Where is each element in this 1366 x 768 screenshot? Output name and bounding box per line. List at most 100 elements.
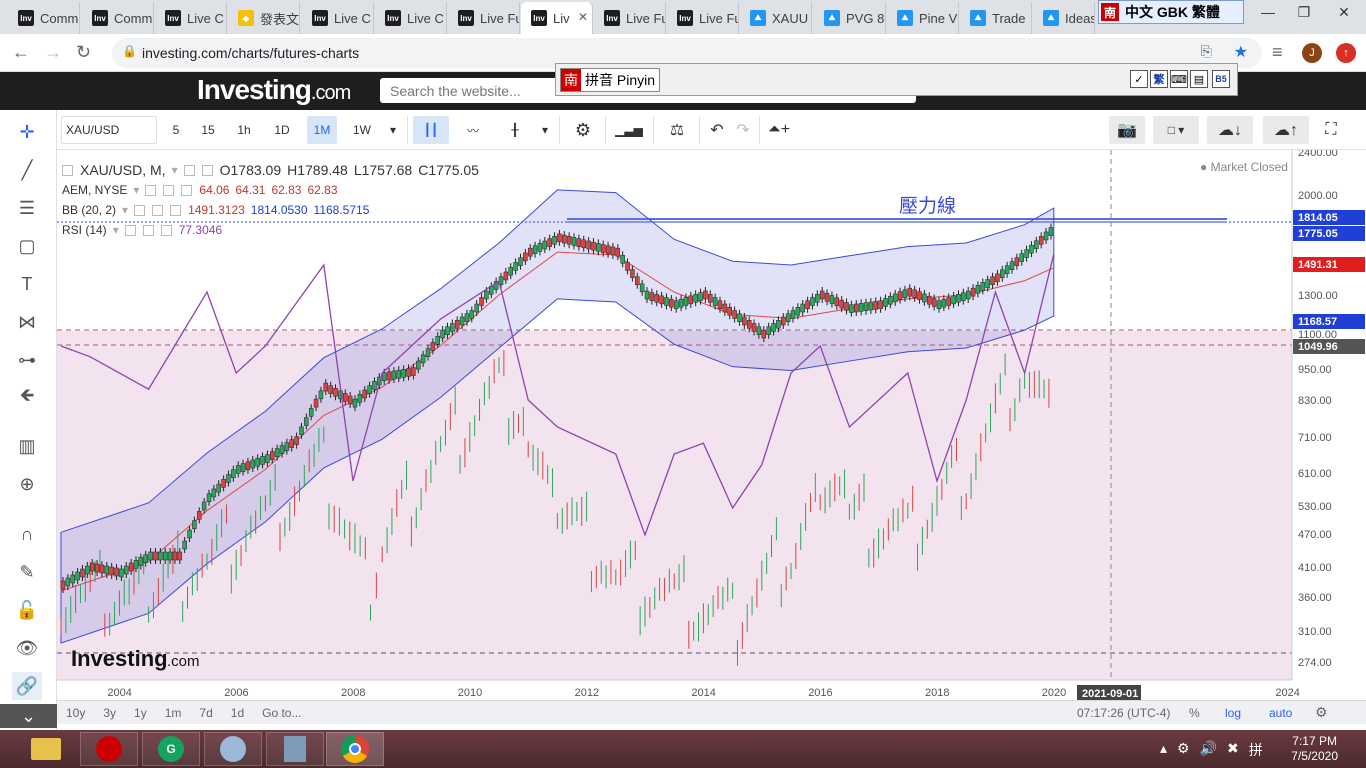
browser-tab[interactable]: Inv Live Fu	[448, 2, 520, 34]
interval-button[interactable]: 1W	[353, 123, 371, 137]
browser-tab[interactable]: ⛰ PVG 8	[814, 2, 886, 34]
browser-tab[interactable]: ⛰ Trade	[960, 2, 1032, 34]
range-button[interactable]: 3y	[103, 705, 117, 720]
browser-tab[interactable]: Inv Comm	[8, 2, 80, 34]
tray-arrow-icon[interactable]: ▴	[1160, 740, 1168, 756]
big5-toggle[interactable]: B5	[1212, 70, 1230, 88]
reading-list-icon[interactable]: ≡	[1272, 42, 1283, 62]
keyboard-icon[interactable]: ⌨	[1170, 70, 1188, 88]
range-button[interactable]: 7d	[199, 705, 213, 720]
auto-toggle[interactable]: auto	[1269, 705, 1293, 720]
ime-app-icon[interactable]	[80, 732, 138, 766]
interval-button[interactable]: 1h	[237, 123, 251, 137]
lock-drawings-icon[interactable]: 🔓	[15, 599, 39, 620]
camera-icon[interactable]: 📷	[1109, 116, 1145, 144]
interval-button[interactable]: 1M	[307, 116, 337, 144]
pattern-icon[interactable]: ⋈	[18, 311, 36, 332]
browser-tab[interactable]: Inv Live C	[302, 2, 374, 34]
browser-tab[interactable]: Inv Live Fu	[594, 2, 666, 34]
interval-button[interactable]: 5	[172, 123, 180, 137]
browser-tab[interactable]: Inv Live C	[155, 2, 227, 34]
browser-tab[interactable]: Inv Live Fu	[667, 2, 739, 34]
mic-icon[interactable]: ✖	[1227, 740, 1239, 756]
line-chart-icon[interactable]: 〰	[466, 123, 479, 138]
interval-dropdown-icon[interactable]: ▾	[389, 123, 397, 137]
bars-icon[interactable]: ╂	[511, 123, 519, 137]
browser-tab[interactable]: ⛰ XAUU	[740, 2, 812, 34]
cloud-save-icon[interactable]: ☁↑	[1263, 116, 1309, 144]
bookmark-star-icon[interactable]: ★	[1233, 44, 1248, 61]
browser-tab[interactable]: ⛰ Pine V	[887, 2, 959, 34]
range-button[interactable]: 1d	[230, 705, 245, 720]
layout-select[interactable]: □ ▾	[1153, 116, 1199, 144]
profile-avatar[interactable]: J	[1302, 43, 1322, 63]
browser-tab[interactable]: ◆ 發表文	[228, 2, 300, 34]
log-toggle[interactable]: log	[1225, 705, 1242, 720]
indicators-icon[interactable]: ▁▃▅	[615, 123, 643, 137]
back-icon[interactable]: ←	[12, 42, 30, 62]
crosshair-icon[interactable]: ✛	[19, 121, 35, 142]
close-window-icon[interactable]: ✕	[1338, 3, 1350, 20]
link-icon[interactable]: 🔗	[12, 672, 42, 700]
alert-icon[interactable]: ⏶+	[767, 121, 791, 138]
network-icon[interactable]: ⚙	[1177, 740, 1190, 756]
file-explorer-icon[interactable]	[18, 732, 74, 766]
update-icon[interactable]: ↑	[1336, 43, 1356, 63]
speaker-icon[interactable]: 🔊	[1199, 740, 1218, 756]
chrome-icon[interactable]	[326, 732, 384, 766]
restore-icon[interactable]: ❐	[1297, 3, 1311, 20]
cloud-load-icon[interactable]: ☁↓	[1207, 116, 1253, 144]
goto-button[interactable]: Go to...	[262, 705, 302, 720]
visibility-icon[interactable]	[183, 164, 195, 176]
eye-icon[interactable]: 👁	[15, 637, 39, 658]
forward-icon[interactable]: →	[44, 42, 62, 62]
range-button[interactable]: 10y	[66, 705, 86, 720]
translate-icon[interactable]: ⎘	[1200, 43, 1212, 59]
interval-button[interactable]: 15	[201, 123, 215, 137]
investing-logo[interactable]: Investing.com	[197, 74, 351, 105]
trendline-icon[interactable]: ╱	[21, 159, 33, 180]
range-button[interactable]: 1y	[134, 705, 147, 720]
browser-tab[interactable]: Inv Live C	[375, 2, 447, 34]
measure-icon[interactable]: ⊶	[18, 349, 36, 370]
browser-tab[interactable]: ⛰ Ideas	[1033, 2, 1095, 34]
percent-toggle[interactable]: %	[1189, 705, 1200, 720]
collapse-panel-icon[interactable]: ⌄	[0, 704, 57, 728]
symbol-input[interactable]: XAU/USD	[61, 116, 157, 144]
ime-status-bar[interactable]: 南 中文 GBK 繁體	[1098, 0, 1244, 24]
redo-icon[interactable]: ↷	[736, 122, 750, 139]
grammarly-icon[interactable]: G	[142, 732, 200, 766]
chart-type-dropdown-icon[interactable]: ▾	[541, 123, 549, 137]
pinyin-ime-bar[interactable]: 南 拼音 Pinyin ✓ 繁 ⌨ ▤ B5	[555, 63, 1238, 96]
rectangle-icon[interactable]: ▢	[18, 235, 36, 256]
bar-pattern-icon[interactable]: ▥	[18, 435, 36, 456]
settings-icon[interactable]: ⚙	[574, 119, 592, 140]
browser-tab[interactable]: Inv Liv ✕	[521, 2, 593, 34]
stay-drawing-icon[interactable]: ✎	[19, 561, 35, 582]
ime-tray-icon[interactable]: 拼	[1248, 742, 1263, 758]
range-button[interactable]: 1m	[164, 705, 182, 720]
zoom-icon[interactable]: ⊕	[19, 473, 35, 494]
notes-app-icon[interactable]	[266, 732, 324, 766]
check-icon[interactable]: ✓	[1130, 70, 1148, 88]
back-arrow-icon[interactable]: 🡸	[19, 385, 35, 405]
interval-button[interactable]: 1D	[274, 123, 290, 137]
compare-icon[interactable]: ⚖	[669, 122, 685, 139]
candles-icon[interactable]: ┃┃	[413, 116, 449, 144]
text-icon[interactable]: T	[21, 273, 33, 294]
chrome-old-icon[interactable]	[204, 732, 262, 766]
settings-small-icon[interactable]	[201, 164, 213, 176]
collapse-legend-icon[interactable]	[62, 164, 73, 176]
fullscreen-icon[interactable]: ⛶	[1325, 121, 1337, 138]
undo-icon[interactable]: ↶	[710, 122, 724, 139]
magnet-icon[interactable]: ∩	[20, 523, 34, 544]
traditional-toggle[interactable]: 繁	[1150, 70, 1168, 88]
settings-gear-icon[interactable]: ⚙	[1315, 704, 1328, 720]
fib-icon[interactable]: ☰	[18, 197, 36, 218]
browser-tab[interactable]: Inv Comm	[82, 2, 154, 34]
taskbar-clock[interactable]: 7:17 PM 7/5/2020	[1291, 734, 1338, 763]
reload-icon[interactable]: ↻	[76, 42, 92, 62]
panel-icon[interactable]: ▤	[1190, 70, 1208, 88]
minimize-icon[interactable]: —	[1261, 4, 1275, 20]
pinyin-mode[interactable]: 南 拼音 Pinyin	[560, 67, 661, 92]
